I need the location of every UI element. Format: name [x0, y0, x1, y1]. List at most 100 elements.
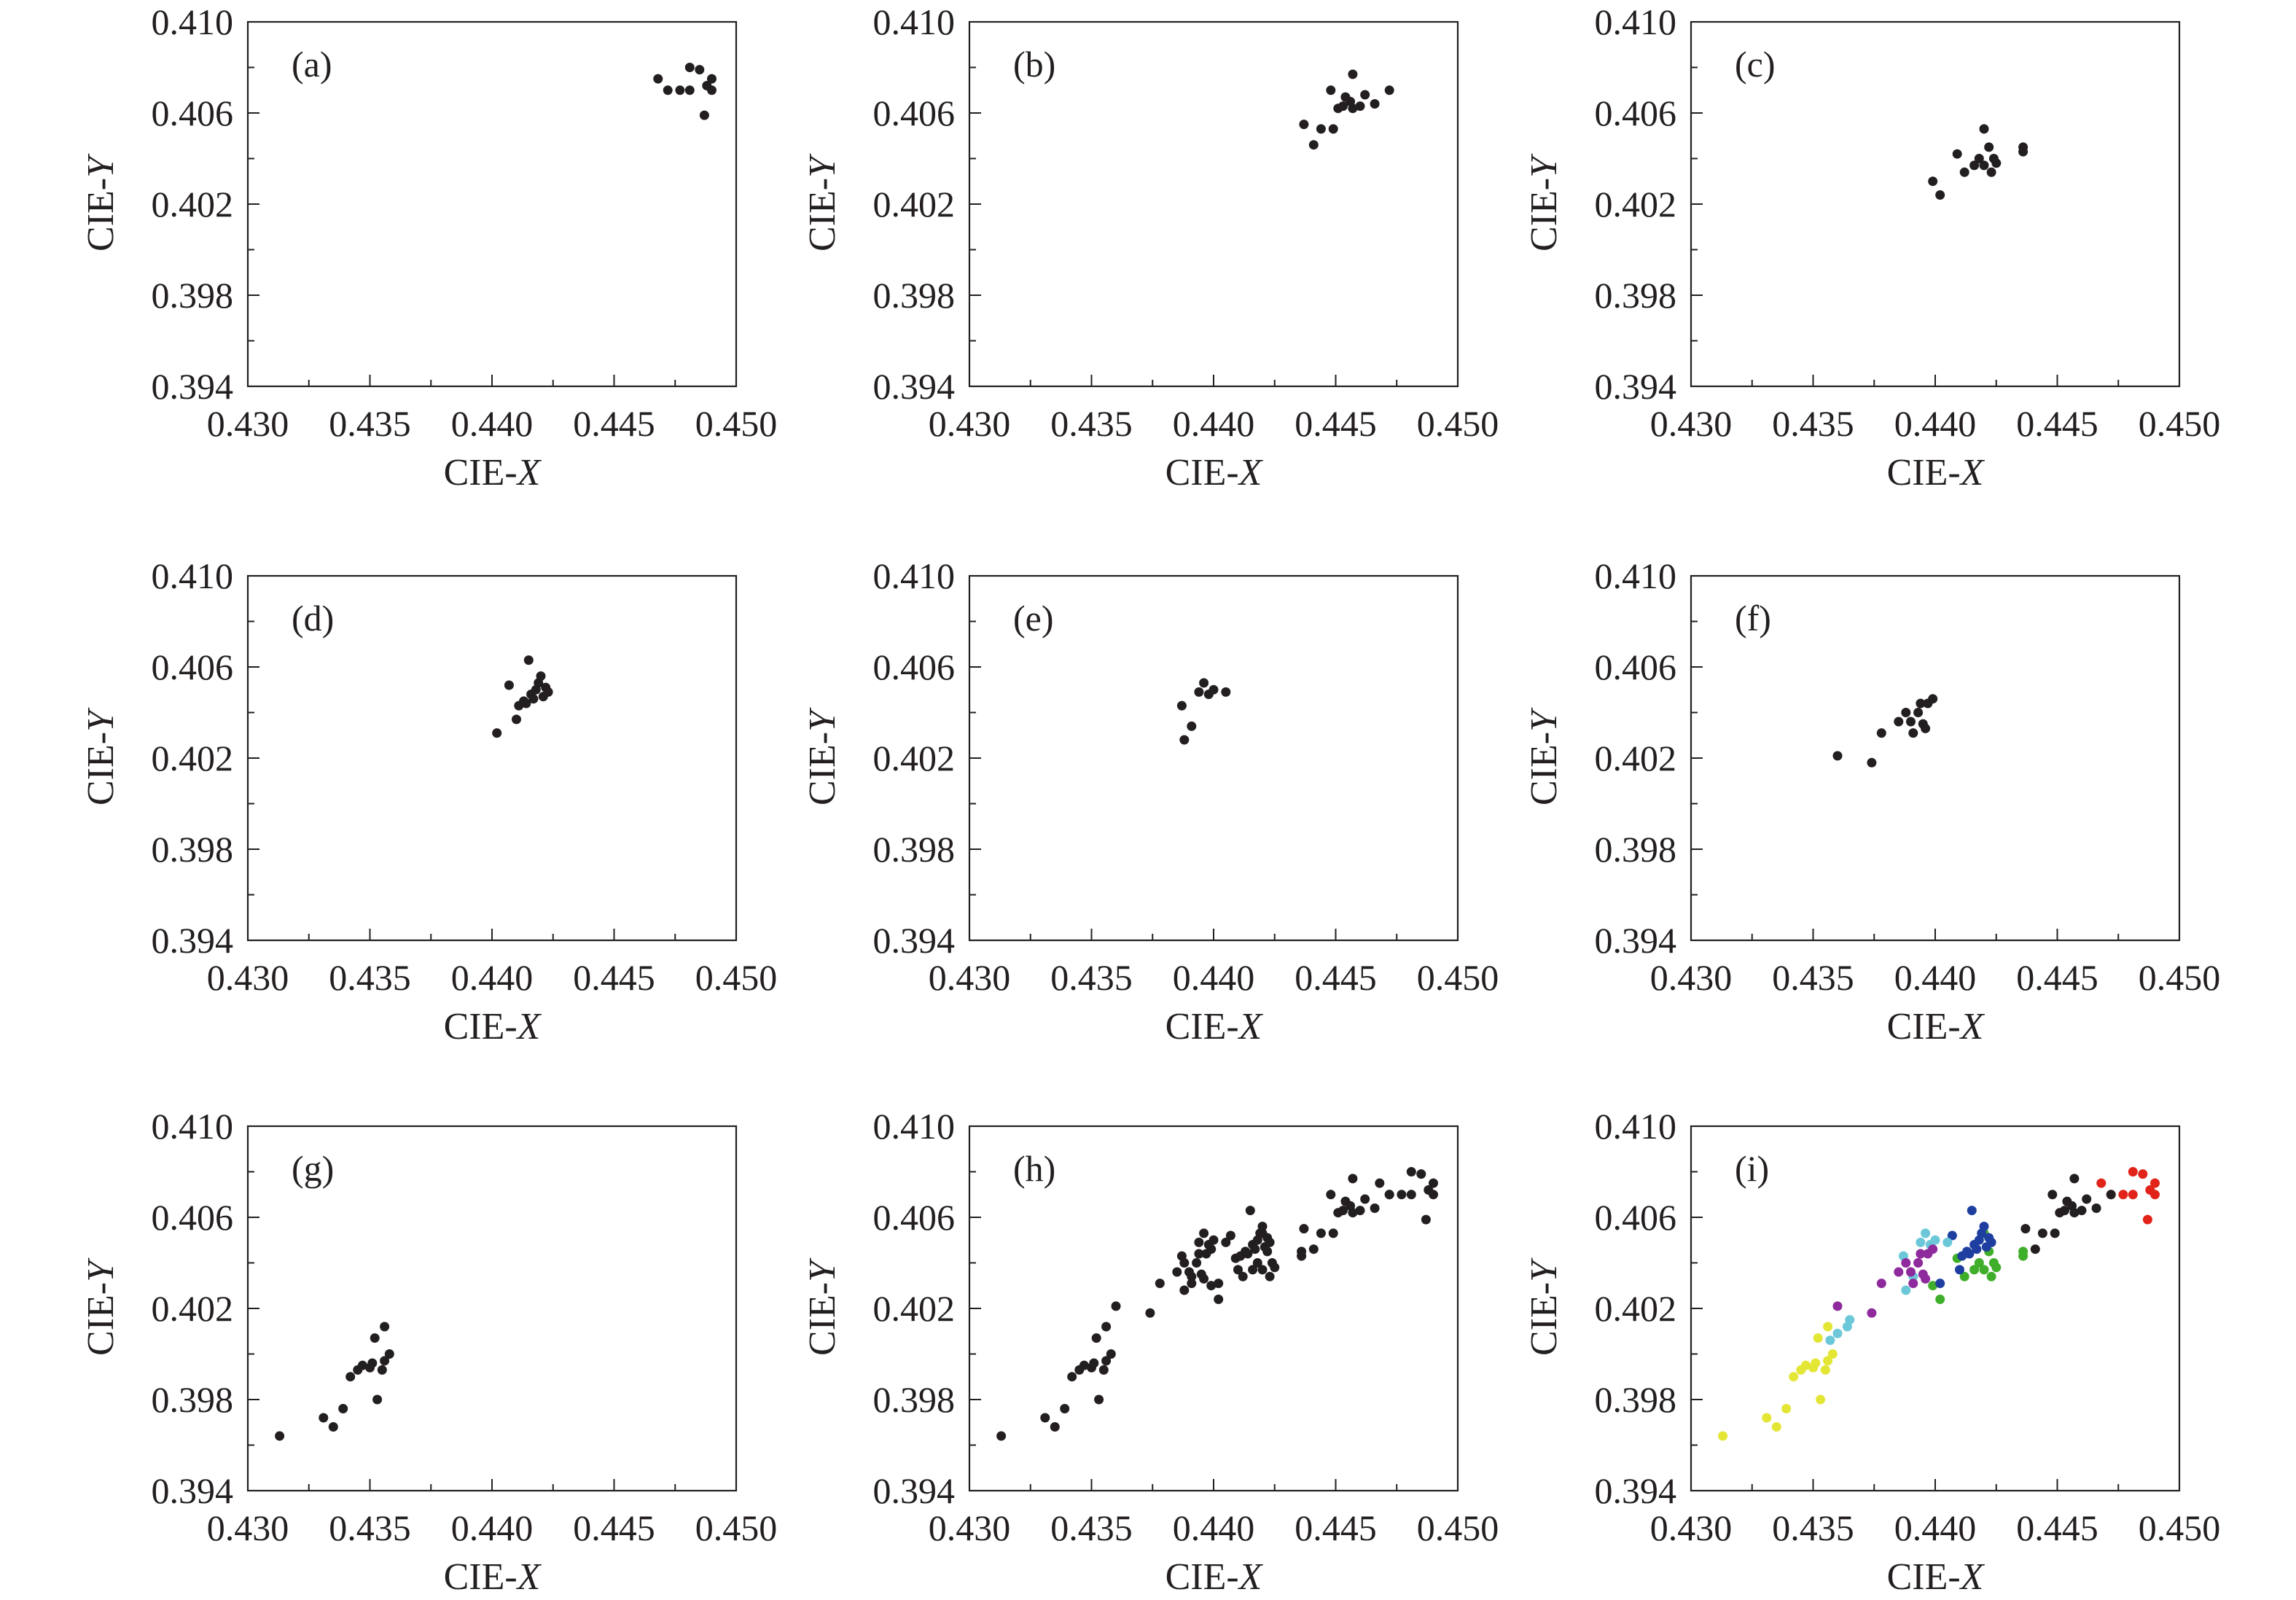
y-tick-label: 0.406 — [152, 647, 234, 687]
data-point — [1986, 1237, 1996, 1247]
data-point — [1901, 1258, 1911, 1268]
data-point — [1040, 1413, 1050, 1423]
x-tick-label: 0.430 — [929, 957, 1011, 998]
data-point — [1172, 1267, 1182, 1277]
data-point — [1832, 1328, 1843, 1338]
data-point — [1326, 1190, 1336, 1200]
data-point — [1199, 1273, 1209, 1284]
y-tick-label: 0.402 — [873, 1288, 956, 1329]
y-tick-label: 0.402 — [873, 738, 956, 778]
data-point — [1094, 1394, 1104, 1405]
x-tick-label: 0.445 — [2016, 403, 2098, 444]
data-point — [1297, 1251, 1307, 1261]
y-tick-label: 0.398 — [873, 275, 956, 316]
x-tick-label: 0.450 — [1417, 957, 1499, 998]
data-point — [1986, 1271, 1996, 1281]
data-point — [2050, 1228, 2060, 1238]
y-tick-label: 0.402 — [873, 184, 956, 225]
data-point — [1248, 1265, 1258, 1275]
y-tick-label: 0.398 — [1595, 1379, 1677, 1420]
data-point — [2037, 1228, 2047, 1238]
y-axis-title: CIE-Y — [1523, 1257, 1565, 1356]
y-tick-label: 0.394 — [152, 366, 234, 407]
x-tick-label: 0.445 — [1295, 403, 1377, 444]
data-point — [1928, 176, 1938, 187]
x-tick-label: 0.440 — [1894, 1507, 1977, 1548]
y-tick-label: 0.402 — [1595, 738, 1677, 778]
data-point — [1257, 1265, 1268, 1275]
data-point — [1979, 1222, 1989, 1231]
y-tick-label: 0.406 — [1595, 1197, 1677, 1238]
data-point — [492, 728, 502, 738]
y-tick-label: 0.406 — [1595, 93, 1677, 133]
y-tick-label: 0.410 — [152, 555, 234, 596]
y-tick-label: 0.402 — [152, 738, 234, 778]
data-point — [1257, 1222, 1268, 1231]
scatter-panel-b: 0.430 0.435 0.440 0.445 0.450 0.394 0.398 0.402… — [802, 1, 1499, 493]
x-tick-label: 0.435 — [1772, 403, 1854, 444]
data-point — [1199, 1228, 1209, 1238]
data-point — [1338, 101, 1348, 112]
data-point — [1906, 717, 1916, 727]
data-point — [536, 671, 546, 681]
data-point — [1328, 1228, 1338, 1238]
x-tick-label: 0.430 — [1650, 1507, 1733, 1548]
x-tick-label: 0.440 — [1173, 403, 1255, 444]
data-point — [1424, 1185, 1434, 1195]
scatter-panel-a: 0.430 0.435 0.440 0.445 0.450 0.394 0.398 0.402… — [80, 1, 777, 493]
y-tick-label: 0.410 — [1595, 555, 1677, 596]
x-tick-label: 0.440 — [1173, 957, 1255, 998]
data-point — [1194, 1249, 1204, 1259]
data-point — [1106, 1349, 1116, 1359]
data-point — [1845, 1315, 1855, 1325]
x-axis-title: CIE-X — [444, 1006, 542, 1047]
data-point — [1326, 85, 1336, 95]
data-point — [357, 1360, 367, 1370]
x-tick-label: 0.430 — [207, 1507, 289, 1548]
data-point — [1959, 167, 1969, 177]
data-point — [1348, 1208, 1358, 1218]
data-point — [1348, 104, 1358, 114]
data-point — [1199, 678, 1209, 688]
data-point — [1816, 1394, 1826, 1405]
data-point — [2142, 1214, 2152, 1225]
x-axis-title: CIE-X — [1165, 452, 1264, 493]
data-point — [675, 85, 685, 95]
data-point — [1789, 1372, 1799, 1382]
y-tick-label: 0.410 — [1595, 1106, 1677, 1147]
data-point — [1991, 158, 2002, 168]
x-tick-label: 0.445 — [573, 957, 655, 998]
data-point — [1316, 1228, 1326, 1238]
data-point — [1101, 1356, 1112, 1366]
data-point — [1928, 1281, 1938, 1291]
data-point — [1823, 1356, 1833, 1366]
data-point — [1964, 1249, 1975, 1259]
panel-label: (a) — [292, 44, 332, 85]
y-tick-label: 0.406 — [873, 93, 956, 133]
data-point — [2150, 1178, 2160, 1188]
data-point — [1225, 1230, 1235, 1241]
data-point — [372, 1394, 383, 1405]
data-point — [367, 1358, 378, 1368]
scatter-panel-h: 0.430 0.435 0.440 0.445 0.450 0.394 0.398 0.402… — [802, 1106, 1499, 1598]
data-point — [1221, 687, 1231, 697]
data-point — [1429, 1178, 1438, 1188]
data-point — [1194, 687, 1204, 697]
x-tick-label: 0.435 — [1772, 957, 1854, 998]
data-point — [1979, 1265, 1989, 1275]
data-point — [1384, 85, 1394, 95]
x-axis-title: CIE-X — [1165, 1556, 1264, 1598]
data-point — [2018, 147, 2028, 157]
data-point — [1955, 1265, 1964, 1275]
y-tick-label: 0.402 — [1595, 1288, 1677, 1329]
data-point — [1067, 1372, 1077, 1382]
data-point — [1832, 751, 1843, 761]
x-tick-label: 0.430 — [929, 1507, 1011, 1548]
y-tick-label: 0.394 — [152, 1470, 234, 1511]
data-point — [1355, 101, 1365, 112]
data-point — [1825, 1335, 1835, 1346]
x-tick-label: 0.435 — [329, 1507, 411, 1548]
y-axis-title: CIE-Y — [80, 1257, 122, 1356]
data-point — [1894, 717, 1904, 727]
